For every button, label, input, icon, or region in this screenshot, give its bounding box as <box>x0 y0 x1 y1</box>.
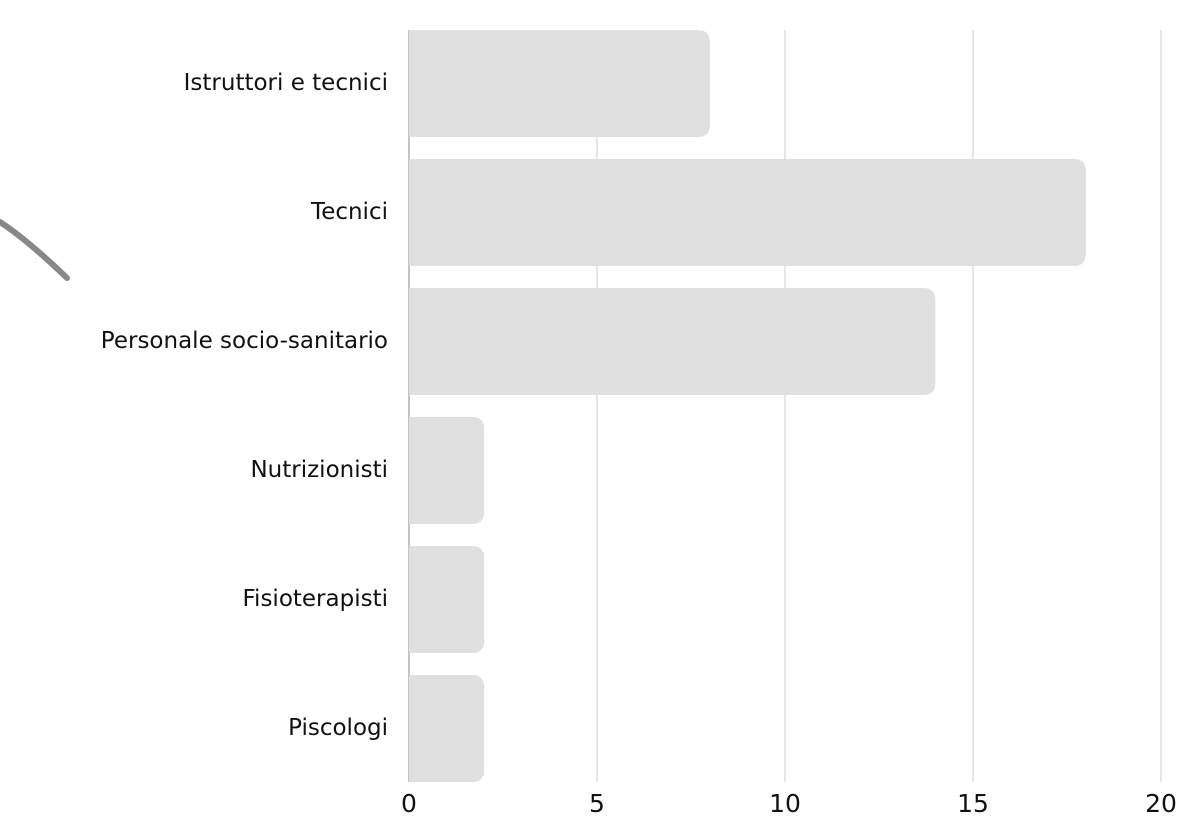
y-tick-label: Istruttori e tecnici <box>184 70 388 96</box>
bar <box>409 30 710 137</box>
bar <box>409 417 485 524</box>
decoration <box>0 219 70 281</box>
y-tick-label: Fisioterapisti <box>243 586 389 612</box>
x-tick-label: 20 <box>1145 789 1177 818</box>
bar <box>409 675 485 782</box>
bar <box>409 288 936 395</box>
bar <box>409 546 485 653</box>
bar <box>409 159 1086 266</box>
y-tick-label: Personale socio-sanitario <box>101 328 388 354</box>
x-tick-label: 10 <box>769 789 801 818</box>
x-tick-label: 0 <box>401 789 417 818</box>
y-tick-label: Piscologi <box>288 715 388 741</box>
y-tick-label: Tecnici <box>310 199 388 225</box>
y-tick-label: Nutrizionisti <box>250 457 388 483</box>
x-tick-label: 15 <box>957 789 989 818</box>
x-tick-label: 5 <box>589 789 605 818</box>
